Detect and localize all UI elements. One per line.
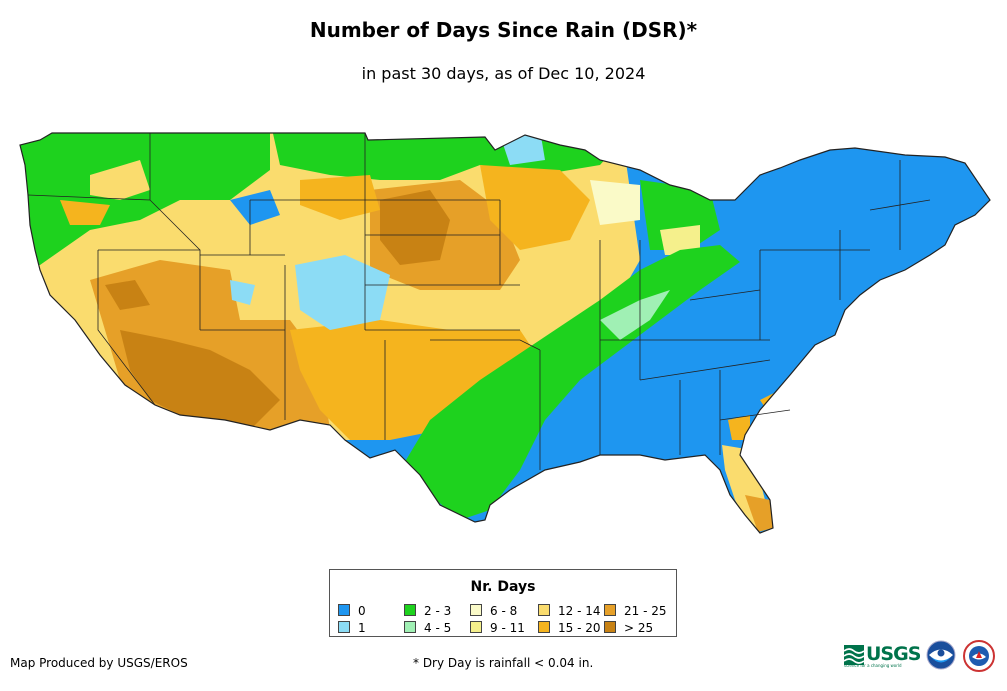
usgs-wave-icon: [844, 645, 864, 665]
noaa-logo-icon: [926, 640, 956, 670]
usgs-wordmark: USGS: [866, 643, 921, 665]
legend-item-0: 0: [338, 604, 366, 617]
legend-item-3: 4 - 5: [404, 621, 451, 634]
legend-swatch: [470, 621, 482, 633]
us-dsr-map: [19, 132, 991, 534]
legend-item-5: 9 - 11: [470, 621, 525, 634]
map-legend: Nr. Days 0 1 2 - 3 4 - 5 6 - 8 9 - 11 12…: [329, 569, 677, 637]
legend-swatch: [604, 621, 616, 633]
legend-swatch: [338, 604, 350, 616]
dry-day-note: * Dry Day is rainfall < 0.04 in.: [413, 656, 594, 670]
state-boundaries: [19, 132, 991, 534]
legend-item-8: 21 - 25: [604, 604, 667, 617]
usgs-logo: USGS science for a changing world: [844, 643, 921, 668]
legend-item-7: 15 - 20: [538, 621, 601, 634]
legend-swatch: [470, 604, 482, 616]
legend-title: Nr. Days: [470, 579, 536, 595]
usgs-tagline: science for a changing world: [844, 663, 902, 668]
legend-swatch: [538, 621, 550, 633]
legend-swatch: [604, 604, 616, 616]
legend-item-6: 12 - 14: [538, 604, 601, 617]
legend-swatch: [404, 604, 416, 616]
producer-credit: Map Produced by USGS/EROS: [10, 656, 188, 670]
dsr-color-field: [20, 133, 990, 533]
legend-item-2: 2 - 3: [404, 604, 451, 617]
legend-item-4: 6 - 8: [470, 604, 517, 617]
map-subtitle: in past 30 days, as of Dec 10, 2024: [361, 64, 646, 83]
map-title: Number of Days Since Rain (DSR)*: [309, 18, 698, 42]
legend-item-1: 1: [338, 621, 366, 634]
legend-item-9: > 25: [604, 621, 653, 634]
nws-logo-icon: [963, 640, 995, 672]
legend-swatch: [538, 604, 550, 616]
legend-swatch: [404, 621, 416, 633]
legend-swatch: [338, 621, 350, 633]
